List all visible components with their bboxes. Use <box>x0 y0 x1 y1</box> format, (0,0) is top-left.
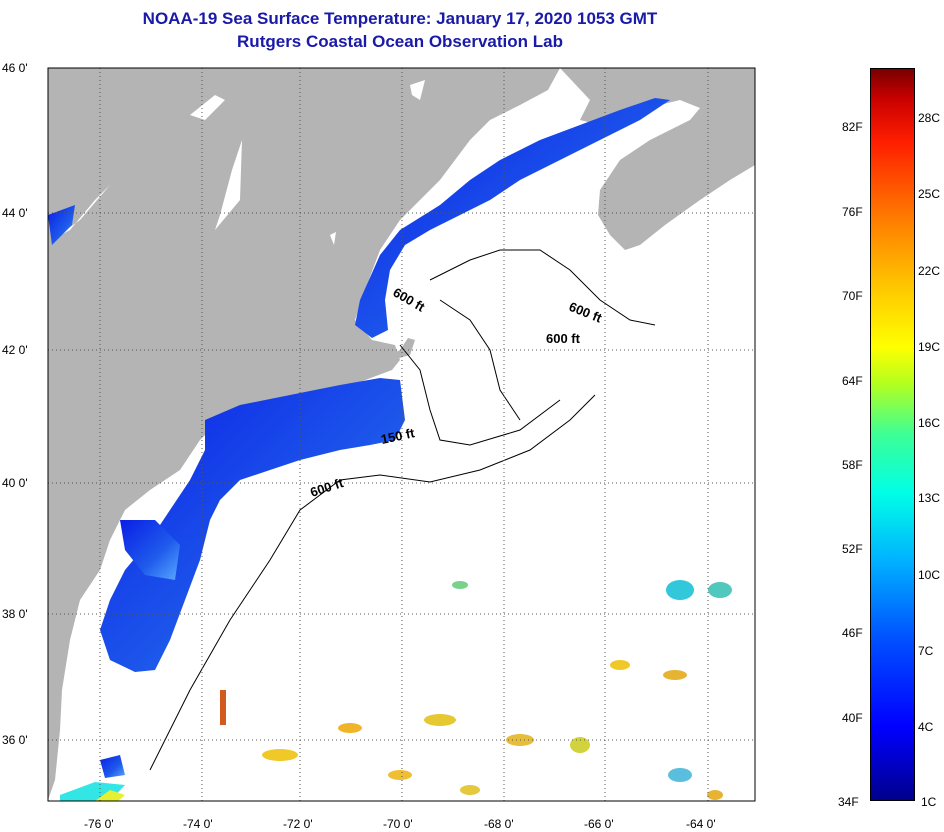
lon-label: -72 0' <box>283 817 313 831</box>
lat-label: 36 0' <box>2 733 28 747</box>
colorbar-c-label: 16C <box>918 416 941 430</box>
lat-label: 46 0' <box>2 61 28 75</box>
colorbar-c-label: 19C <box>918 340 941 354</box>
warm-patches <box>220 580 732 800</box>
lat-label: 38 0' <box>2 607 28 621</box>
colorbar-f-label: 76F <box>842 205 863 219</box>
colorbar-c-label: 4C <box>918 720 934 734</box>
lat-label: 40 0' <box>2 476 28 490</box>
lon-label: -68 0' <box>484 817 514 831</box>
colorbar-f-label: 70F <box>842 289 863 303</box>
contour-label: 600 ft <box>546 331 581 346</box>
colorbar-c-label: 28C <box>918 111 941 125</box>
inland-water <box>52 80 425 245</box>
colorbar-c-label: 22C <box>918 264 941 278</box>
lon-label: -74 0' <box>183 817 213 831</box>
lat-label: 44 0' <box>2 206 28 220</box>
colorbar-c-label: 10C <box>918 568 941 582</box>
colorbar-f-label: 46F <box>842 626 863 640</box>
colorbar-f-label: 64F <box>842 374 863 388</box>
colorbar-f-label: 40F <box>842 711 863 725</box>
colorbar-c-label: 7C <box>918 644 934 658</box>
colorbar-c-label: 25C <box>918 187 941 201</box>
colorbar-f-label: 52F <box>842 542 863 556</box>
sst-map: 600 ft 600 ft 600 ft 150 ft 600 ft 46 0'… <box>2 61 756 831</box>
contour-label: 150 ft <box>380 425 417 447</box>
lon-label: -64 0' <box>686 817 716 831</box>
cold-shelf-water <box>48 98 670 778</box>
colorbar-c-label: 13C <box>918 491 941 505</box>
map-border <box>47 67 756 802</box>
temperature-colorbar <box>870 68 915 801</box>
lon-label: -76 0' <box>84 817 114 831</box>
lon-label: -66 0' <box>584 817 614 831</box>
colorbar-f-label: 34F <box>838 795 859 809</box>
map-title: NOAA-19 Sea Surface Temperature: January… <box>142 9 658 28</box>
warm-patch <box>95 790 125 801</box>
land-us <box>48 68 560 800</box>
lon-label: -70 0' <box>383 817 413 831</box>
lat-label: 42 0' <box>2 343 28 357</box>
colorbar-f-label: 58F <box>842 458 863 472</box>
map-subtitle: Rutgers Coastal Ocean Observation Lab <box>237 32 563 51</box>
land-canada <box>560 68 755 250</box>
bathymetry-contours <box>149 249 656 771</box>
colorbar-c-label: 1C <box>921 795 937 809</box>
colorbar-f-label: 82F <box>842 120 863 134</box>
